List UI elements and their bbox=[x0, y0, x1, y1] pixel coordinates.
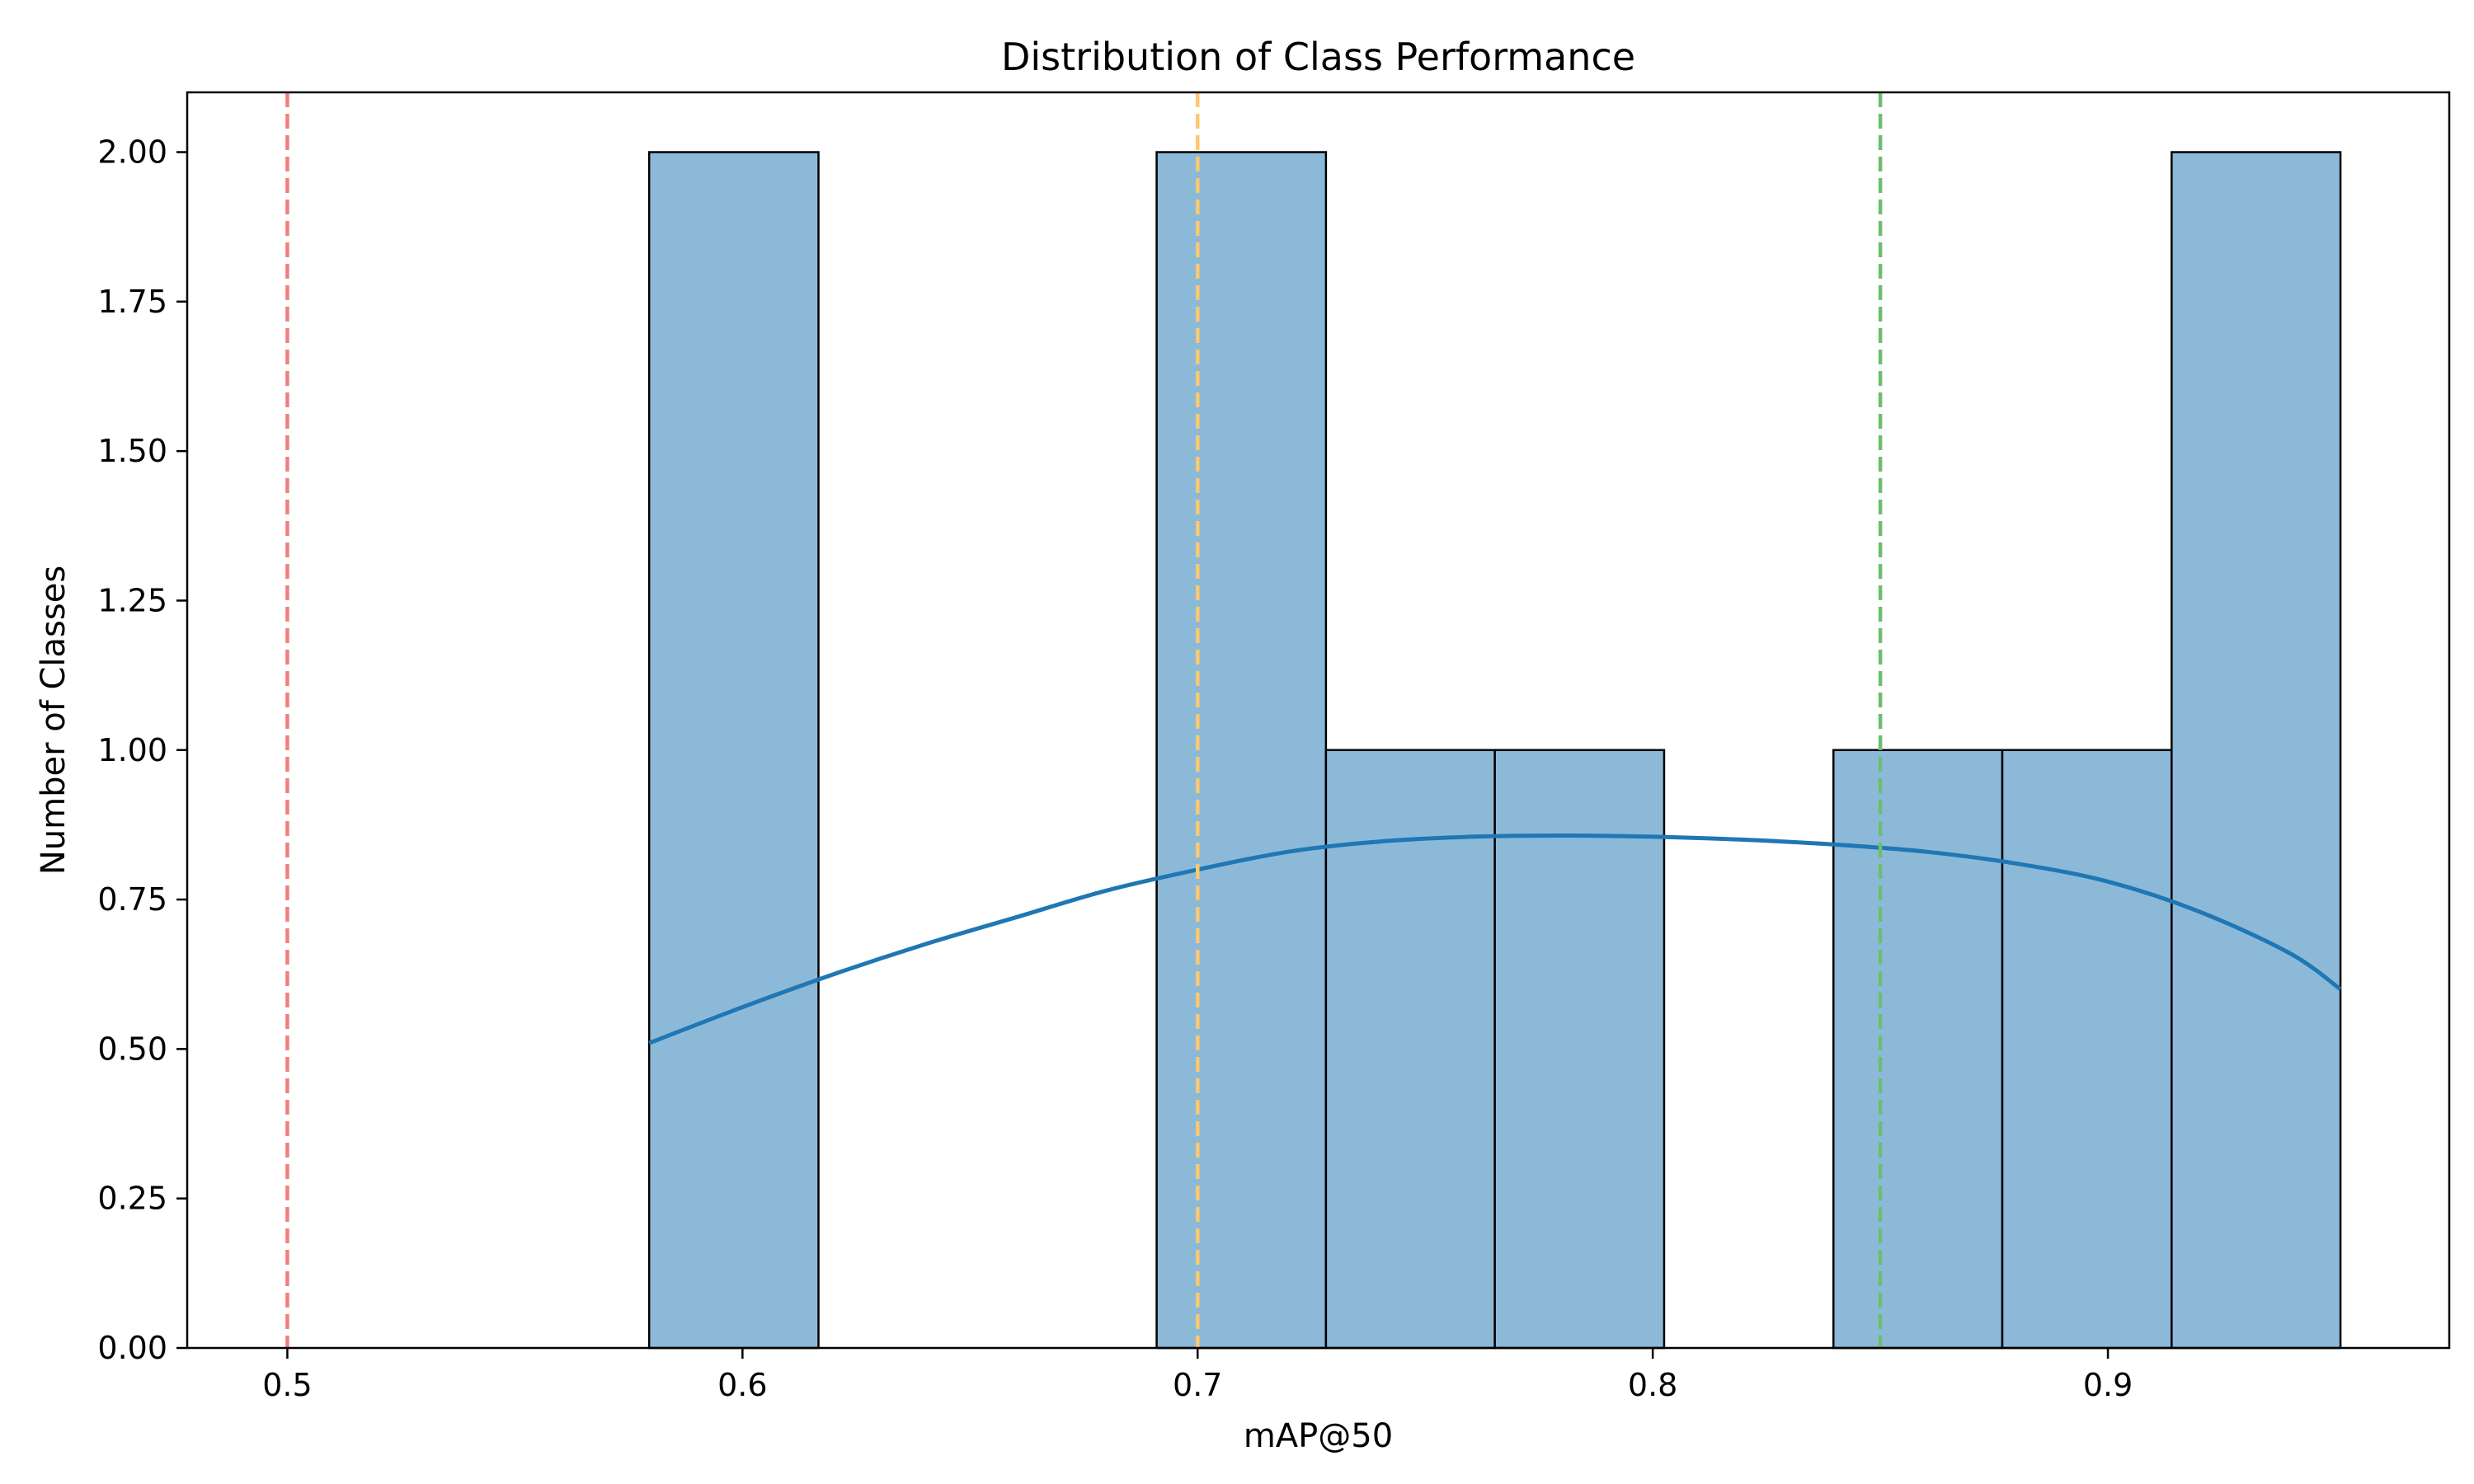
x-tick-label: 0.8 bbox=[1628, 1367, 1677, 1403]
y-tick-label: 0.25 bbox=[97, 1181, 167, 1217]
x-axis: 0.5 0.6 0.7 0.8 0.9 bbox=[262, 1348, 2133, 1403]
x-tick-label: 0.5 bbox=[262, 1367, 312, 1403]
y-tick-label: 1.25 bbox=[97, 582, 167, 618]
reference-lines-layer bbox=[285, 92, 1883, 1348]
y-tick-label: 0.00 bbox=[97, 1330, 167, 1366]
y-tick-label: 1.50 bbox=[97, 433, 167, 469]
x-tick-label: 0.6 bbox=[717, 1367, 767, 1403]
y-axis: 0.00 0.25 0.50 0.75 1.00 1.25 1.50 1.75 2.00 bbox=[97, 134, 187, 1366]
kde-layer bbox=[648, 833, 2342, 1045]
histogram-bar bbox=[1493, 749, 1666, 1350]
histogram-bar bbox=[647, 151, 820, 1350]
x-axis-label: mAP@50 bbox=[1244, 1417, 1393, 1455]
histogram-bar bbox=[1832, 749, 2004, 1350]
y-tick-label: 2.00 bbox=[97, 134, 167, 171]
y-axis-label: Number of Classes bbox=[35, 566, 73, 875]
y-tick-label: 1.00 bbox=[97, 732, 167, 768]
histogram-bar bbox=[2171, 151, 2342, 1350]
y-tick-label: 1.75 bbox=[97, 284, 167, 320]
histogram-bar bbox=[1324, 749, 1496, 1350]
plot-frame bbox=[186, 91, 2451, 1350]
y-tick-label: 0.50 bbox=[97, 1031, 167, 1067]
kde-curve bbox=[648, 833, 2342, 1045]
chart-title: Distribution of Class Performance bbox=[1001, 35, 1635, 79]
y-tick-label: 0.75 bbox=[97, 881, 167, 918]
x-tick-label: 0.7 bbox=[1173, 1367, 1222, 1403]
x-tick-label: 0.9 bbox=[2083, 1367, 2133, 1403]
bars-layer bbox=[647, 151, 2342, 1350]
histogram-bar bbox=[2001, 749, 2173, 1350]
histogram-bar bbox=[1155, 151, 1328, 1350]
